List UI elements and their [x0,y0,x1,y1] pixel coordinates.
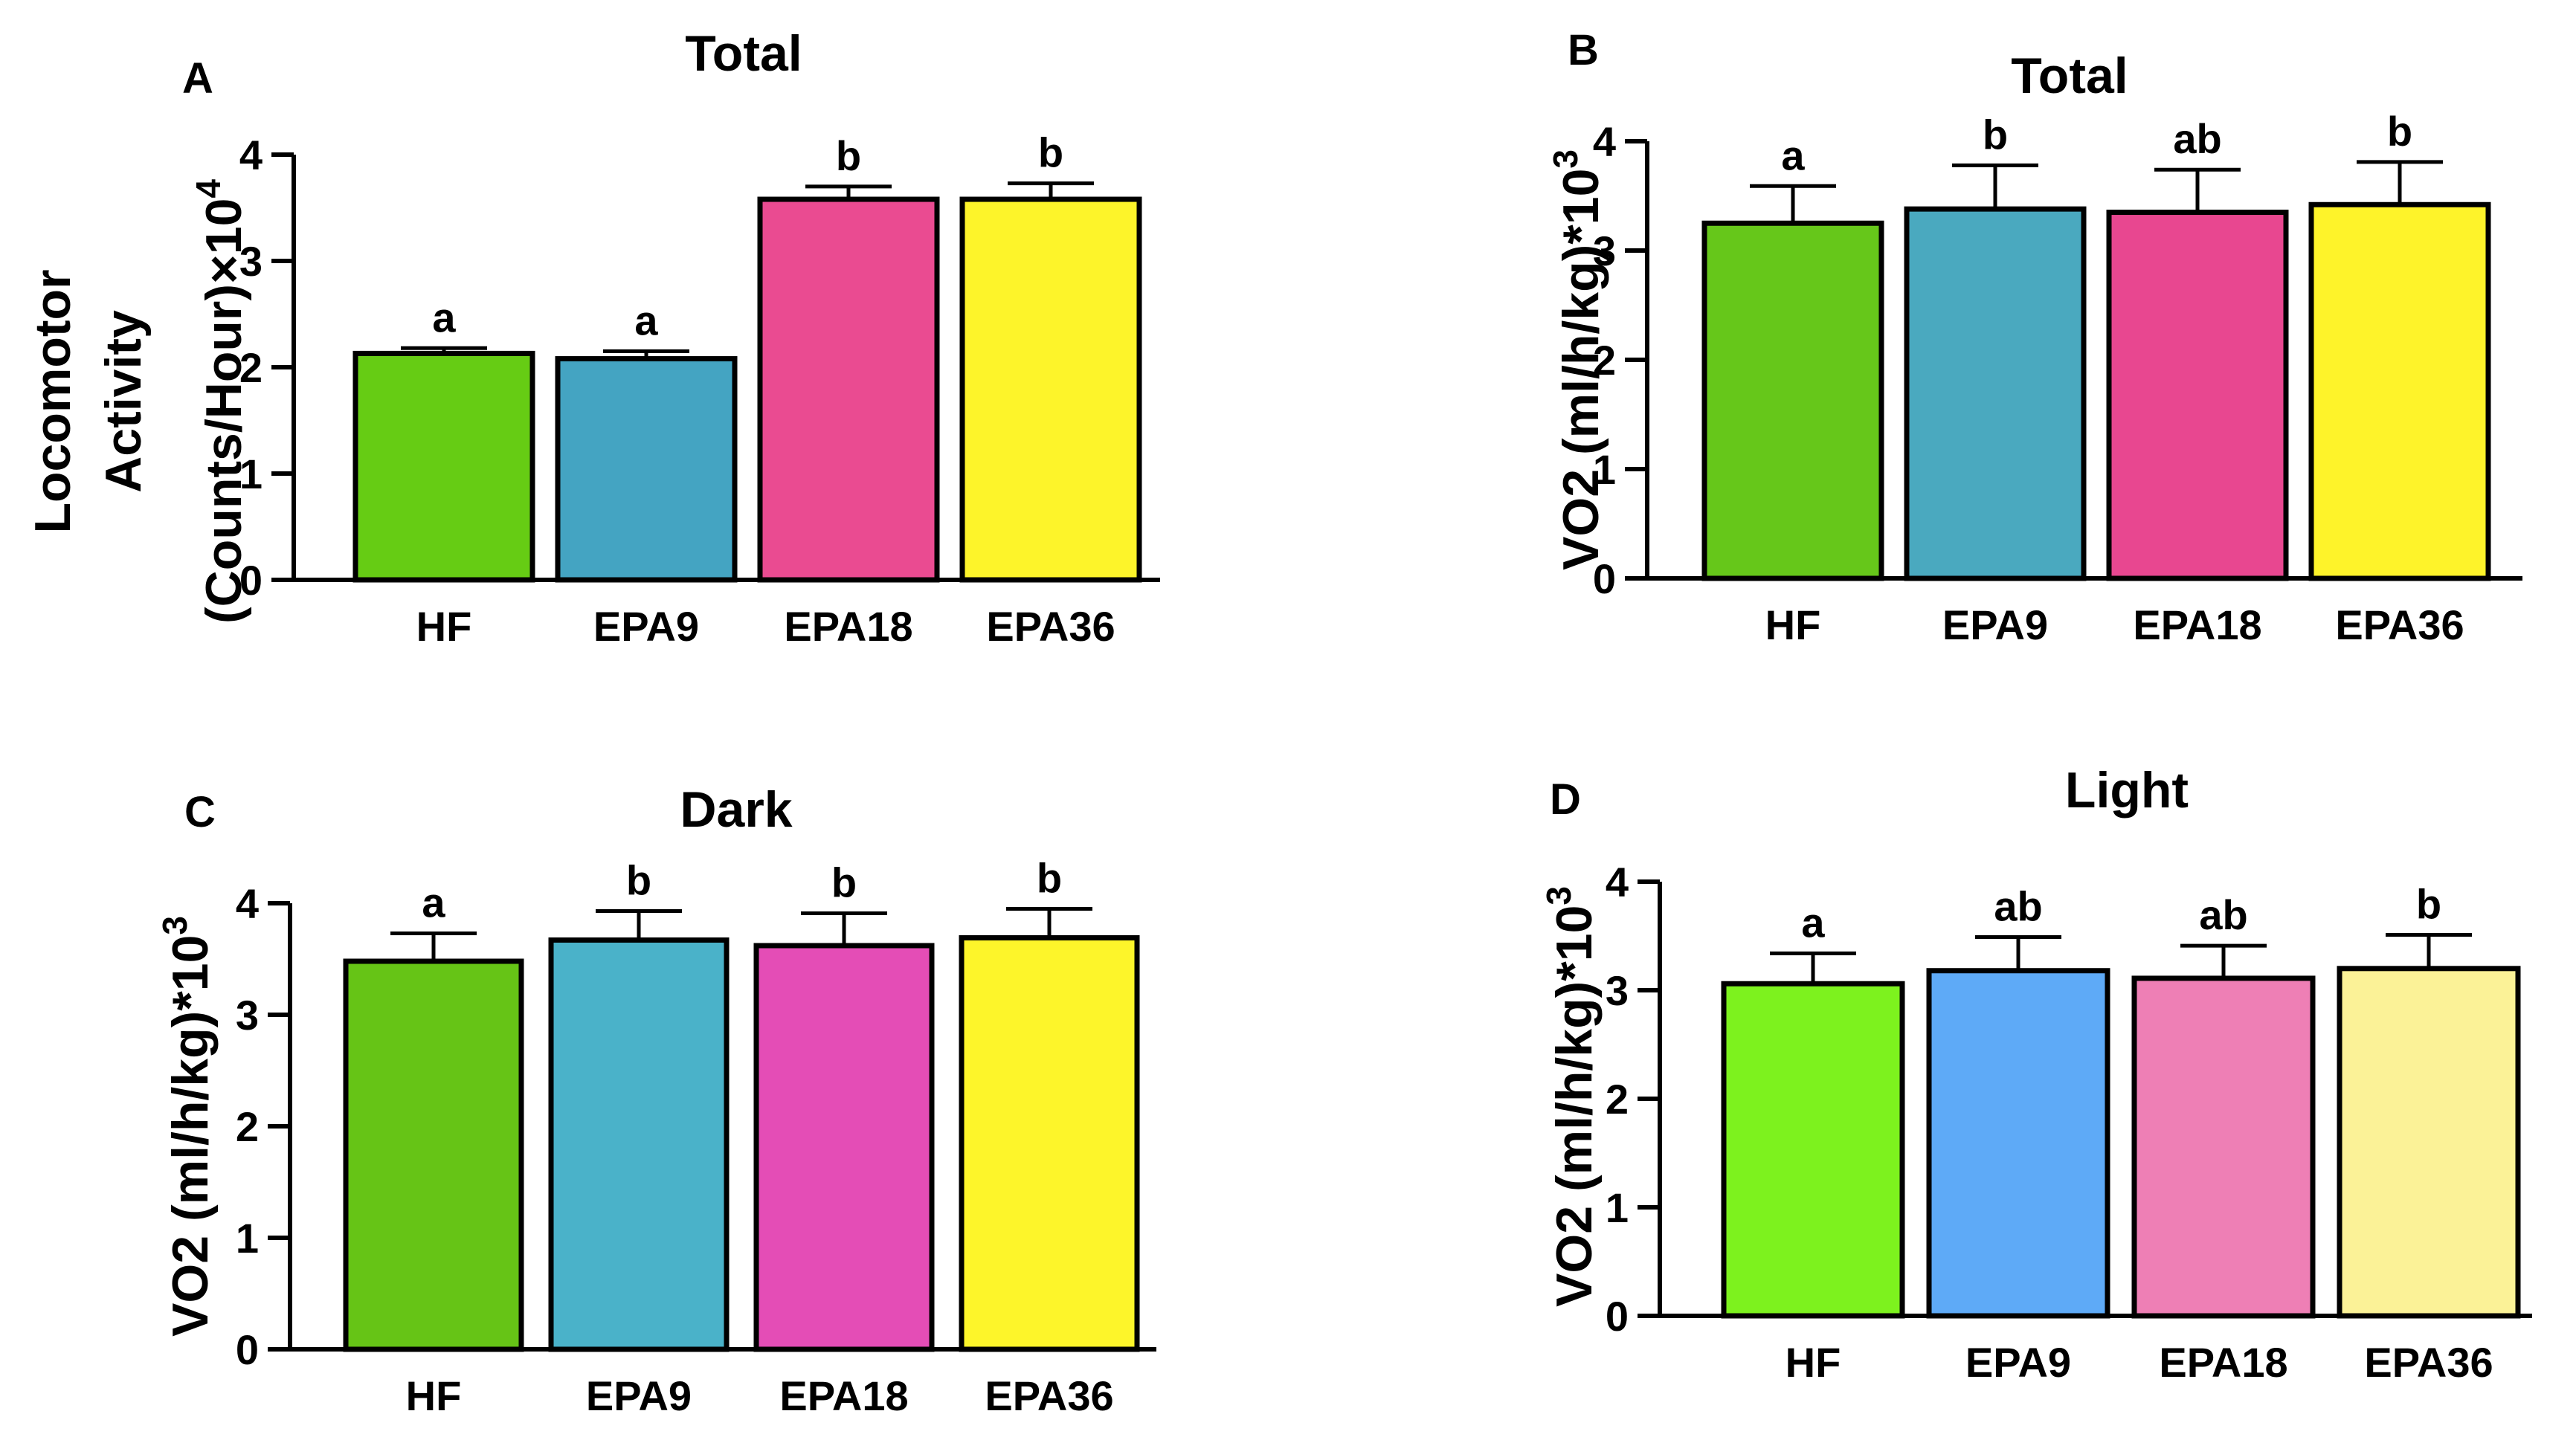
panel-b-ytick-label: 4 [1593,118,1616,165]
panel-b-category-label: EPA18 [2133,601,2261,648]
panel-d-sig-label: a [1801,899,1825,946]
panel-d-category-label: EPA36 [2364,1339,2493,1386]
panel-a-bar-epa18 [757,196,940,583]
panel-c-category-label: EPA36 [985,1372,1113,1419]
panel-b-ytick-label: 0 [1593,555,1616,602]
panel-b-bar-hf [1701,220,1884,581]
panel-b-bar-epa9 [1904,206,2087,581]
panel-d-category-label: EPA9 [1965,1339,2071,1386]
panel-c: C Dark 0 1 2 3 4 a HF b EPA9 b EPA18 b EPA36 VO2 (ml/h/… [155,781,1156,1419]
panel-a-ytick-label: 0 [239,557,263,604]
panel-a-category-label: HF [416,603,472,650]
panel-c-bar-epa9 [548,937,730,1352]
panel-b-sig-label: b [1983,111,2008,158]
panel-c-ytick-label: 1 [236,1215,259,1262]
panel-b-title: Total [2011,48,2128,104]
panel-c-category-label: HF [406,1372,462,1419]
panel-c-bar-epa18 [753,943,935,1352]
panel-c-bar-hf [343,958,524,1352]
panel-c-letter: C [184,788,216,836]
panel-c-ytick-label: 2 [236,1103,259,1150]
panel-a-ylabel-line: Activity [95,310,152,493]
panel-b-sig-label: b [2387,108,2412,155]
panel-d-ytick-label: 4 [1606,859,1629,905]
panel-b-category-label: HF [1765,601,1821,648]
panel-d-ytick-label: 0 [1606,1293,1629,1340]
panel-d-sig-label: b [2416,881,2441,928]
panel-c-ylabel-line: VO2 (ml/h/kg)*103 [155,916,219,1337]
panel-c-category-label: EPA18 [779,1372,908,1419]
panel-d-sig-label: ab [2199,891,2247,938]
panel-b-bar-epa36 [2308,201,2491,581]
panel-c-ytick-label: 0 [236,1326,259,1373]
panel-b-ytick-label: 3 [1593,227,1616,274]
panel-a-title: Total [685,25,802,82]
panel-b-ytick-label: 2 [1593,337,1616,384]
panel-b-ylabel-line: VO2 (ml/h/kg)*103 [1546,149,1609,570]
panel-d-bar-epa36 [2337,966,2521,1319]
panel-c-sig-label: b [1037,855,1062,902]
panel-b-bar-epa18 [2106,210,2289,581]
panel-a-ytick-label: 2 [239,344,263,391]
panel-a-sig-label: b [836,132,861,179]
panel-a-category-label: EPA18 [784,603,912,650]
panel-c-sig-label: a [422,879,445,926]
panel-d-category-label: EPA18 [2159,1339,2287,1386]
panel-a-letter: A [182,54,213,103]
panel-c-ytick-label: 4 [236,880,259,927]
panel-a-sig-label: a [432,294,456,340]
panel-c-bar-epa36 [959,935,1140,1352]
panel-b-category-label: EPA36 [2335,601,2464,648]
panel-d-title: Light [2065,762,2189,819]
panel-d: D Light 0 1 2 3 4 a HF ab EPA9 ab EPA18 b EPA36 VO2 (ml… [1539,762,2532,1386]
panel-d-ytick-label: 1 [1606,1184,1629,1231]
panel-a-bar-hf [352,350,535,583]
panel-c-category-label: EPA9 [586,1372,692,1419]
panel-a-bar-epa36 [959,196,1142,583]
panel-d-letter: D [1550,775,1581,824]
panel-a-category-label: EPA9 [593,603,699,650]
panel-a-ylabel-line: (Counts/Hour)×104 [189,179,252,624]
panel-a-category-label: EPA36 [986,603,1115,650]
panel-d-ytick-label: 3 [1606,967,1629,1014]
panel-b-sig-label: ab [2173,115,2221,162]
panel-a-ytick-label: 3 [239,238,263,285]
panel-a-bar-epa9 [555,356,738,583]
panel-b-ytick-label: 1 [1593,446,1616,493]
panel-c-title: Dark [680,781,792,838]
panel-d-bar-epa9 [1926,968,2110,1319]
panel-d-bar-epa18 [2131,975,2316,1319]
panel-d-ylabel-line: VO2 (ml/h/kg)*103 [1539,886,1603,1307]
panel-d-category-label: HF [1786,1339,1841,1386]
panel-d-bar-hf [1721,981,1905,1319]
panel-a-sig-label: a [634,297,658,344]
panel-c-sig-label: b [626,857,651,904]
panel-c-ytick-label: 3 [236,992,259,1039]
panel-b-sig-label: a [1781,132,1805,178]
panel-d-ytick-label: 2 [1606,1076,1629,1123]
panel-d-sig-label: ab [1994,882,2042,929]
panel-b-letter: B [1568,26,1599,74]
panel-a-ylabel-line: Locomotor [25,269,81,533]
panel-a: A Total 0 1 2 3 4 a HF a EPA9 b EPA18 b EPA36 Locomotor… [25,25,1160,650]
panel-c-sig-label: b [831,859,857,906]
panel-b-category-label: EPA9 [1942,601,2048,648]
panel-a-ytick-label: 1 [239,451,263,497]
panel-a-sig-label: b [1038,129,1063,176]
panel-a-ytick-label: 4 [239,132,263,178]
panel-b: B Total 0 1 2 3 4 a HF b EPA9 ab EPA18 b EPA36 VO2 (ml/… [1546,26,2522,648]
